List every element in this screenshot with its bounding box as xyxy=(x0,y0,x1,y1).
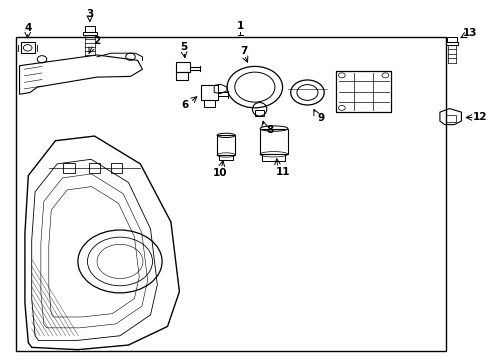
Text: 7: 7 xyxy=(240,46,247,56)
Text: 6: 6 xyxy=(181,100,188,110)
Bar xyxy=(176,72,187,80)
Bar xyxy=(217,135,235,155)
Bar xyxy=(176,62,190,72)
Text: 11: 11 xyxy=(276,167,290,177)
Bar xyxy=(82,32,97,35)
Text: 8: 8 xyxy=(266,125,273,135)
Text: 1: 1 xyxy=(236,21,244,31)
Text: 4: 4 xyxy=(24,23,31,33)
Bar xyxy=(16,37,445,351)
Bar xyxy=(219,155,233,160)
Text: 12: 12 xyxy=(472,112,487,122)
Text: 13: 13 xyxy=(462,28,476,38)
Bar xyxy=(20,42,35,53)
Bar xyxy=(203,100,215,107)
Bar xyxy=(254,110,264,116)
Bar xyxy=(445,42,457,45)
Bar xyxy=(111,163,122,173)
Bar xyxy=(84,26,95,32)
Text: 10: 10 xyxy=(213,168,227,178)
Bar xyxy=(335,71,390,112)
Bar xyxy=(262,154,285,161)
Bar xyxy=(89,163,100,173)
Bar xyxy=(63,163,75,173)
Text: 2: 2 xyxy=(93,36,101,46)
Bar xyxy=(446,37,456,42)
Bar xyxy=(201,85,218,100)
Text: 5: 5 xyxy=(180,42,187,52)
Text: 9: 9 xyxy=(317,113,324,123)
Text: 3: 3 xyxy=(86,9,93,18)
Bar xyxy=(445,114,455,122)
Bar xyxy=(260,129,287,154)
